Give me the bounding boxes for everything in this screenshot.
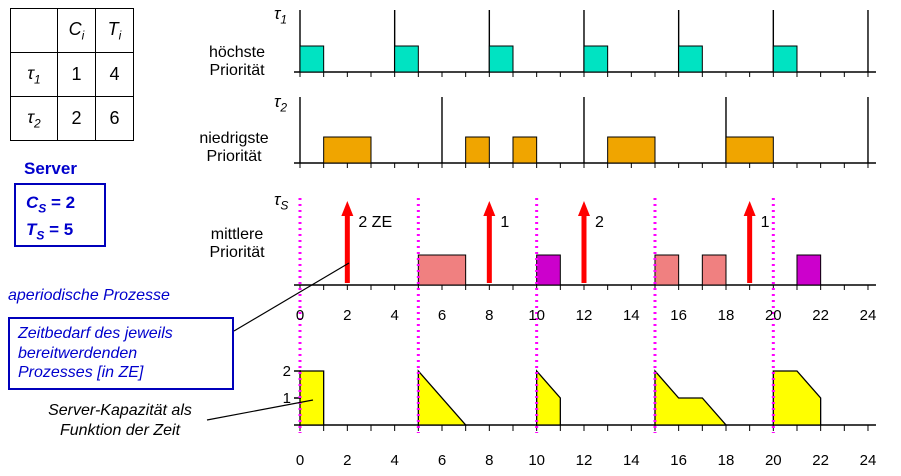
execution-block-tau1	[772, 45, 798, 73]
server-heading: Server	[24, 159, 77, 178]
table-row-tau2: τ2 2 6	[10, 96, 134, 141]
execution-block-server	[796, 254, 822, 286]
execution-block-tau1	[583, 45, 609, 73]
server-capacity-area	[772, 370, 822, 426]
arrival-demand-label: 2	[595, 214, 604, 231]
axis-number: 18	[718, 452, 735, 469]
axis-number: 20	[765, 452, 782, 469]
axis-number: 10	[528, 452, 545, 469]
execution-block-server	[417, 254, 467, 286]
task-t-cell: 6	[95, 96, 134, 141]
axis-number: 14	[623, 452, 640, 469]
server-capacity-area	[536, 369, 561, 426]
table-corner-cell	[10, 8, 58, 53]
capacity-callout-line	[206, 399, 314, 421]
priority-label-low: niedrigste Priorität	[199, 130, 269, 166]
server-period-value: TS = 5	[26, 220, 74, 243]
task-c-cell: 2	[57, 96, 96, 141]
axis-number: 6	[438, 452, 446, 469]
execution-block-server	[701, 254, 727, 286]
execution-block-tau2	[323, 136, 372, 164]
execution-block-tau2	[512, 136, 538, 164]
axis-number: 4	[390, 307, 398, 324]
axis-number: 10	[528, 307, 545, 324]
arrival-demand-label: 1	[500, 214, 509, 231]
server-capacity-value: CS = 2	[26, 193, 76, 216]
axis-number: 24	[860, 452, 877, 469]
task-t-cell: 4	[95, 52, 134, 97]
server-capacity-area	[417, 369, 468, 426]
arrival-demand-label: 1	[761, 214, 770, 231]
task-c-cell: 1	[57, 52, 96, 97]
tau1-axis-label: τ1	[274, 4, 288, 27]
task-name-cell: τ2	[10, 96, 58, 141]
axis-number: 4	[390, 452, 398, 469]
tauS-axis-label: τS	[274, 190, 289, 213]
execution-block-tau1	[488, 45, 514, 73]
axis-number: 20	[765, 307, 782, 324]
arrival-demand-label: 2 ZE	[358, 214, 392, 231]
task-name-cell: τ1	[10, 52, 58, 97]
axis-number: 0	[296, 307, 304, 324]
axis-number: 2	[343, 307, 351, 324]
capacity-axis-label: 2	[283, 363, 291, 380]
axis-number: 8	[485, 452, 493, 469]
execution-block-tau2	[465, 136, 490, 164]
execution-block-tau1	[394, 45, 419, 73]
aperiodic-processes-label: aperiodische Prozesse	[8, 287, 170, 304]
axis-number: 14	[623, 307, 640, 324]
priority-label-high: höchste Priorität	[208, 44, 266, 80]
axis-number: 12	[576, 452, 593, 469]
axis-number: 22	[812, 452, 829, 469]
axis-number: 8	[485, 307, 493, 324]
axis-number: 18	[718, 307, 735, 324]
execution-block-tau2	[725, 136, 774, 164]
axis-number: 6	[438, 307, 446, 324]
axis-number: 16	[670, 452, 687, 469]
axis-number: 22	[812, 307, 829, 324]
execution-block-tau1	[299, 45, 325, 73]
execution-block-server	[536, 254, 561, 286]
server-capacity-area	[654, 369, 728, 426]
execution-block-tau1	[678, 45, 703, 73]
axis-number: 0	[296, 452, 304, 469]
note-callout-line	[233, 262, 350, 332]
server-capacity-caption: Server-Kapazität als Funktion der Zeit	[48, 402, 192, 439]
capacity-axis-label: 1	[283, 390, 291, 407]
server-capacity-area	[299, 370, 325, 426]
table-row-tau1: τ1 1 4	[10, 52, 134, 97]
axis-number: 24	[860, 307, 877, 324]
table-header-ti: Ti	[95, 8, 134, 53]
task-parameter-table: Ci Ti τ1 1 4 τ2 2 6	[10, 8, 134, 141]
tau2-axis-label: τ2	[274, 92, 288, 115]
execution-block-tau2	[607, 136, 656, 164]
aperiodic-arrival-arrowhead	[483, 201, 496, 216]
aperiodic-arrival-arrowhead	[743, 201, 756, 216]
aperiodic-arrival-arrowhead	[577, 201, 590, 216]
aperiodic-arrival-arrowhead	[341, 201, 354, 216]
time-demand-note-box: Zeitbedarf des jeweils bereitwerdenden P…	[8, 317, 234, 390]
execution-block-server	[654, 254, 680, 286]
priority-label-mid: mittlere Priorität	[209, 226, 265, 262]
axis-number: 12	[576, 307, 593, 324]
axis-number: 16	[670, 307, 687, 324]
server-parameters-box: CS = 2 TS = 5	[14, 183, 106, 247]
axis-number: 2	[343, 452, 351, 469]
